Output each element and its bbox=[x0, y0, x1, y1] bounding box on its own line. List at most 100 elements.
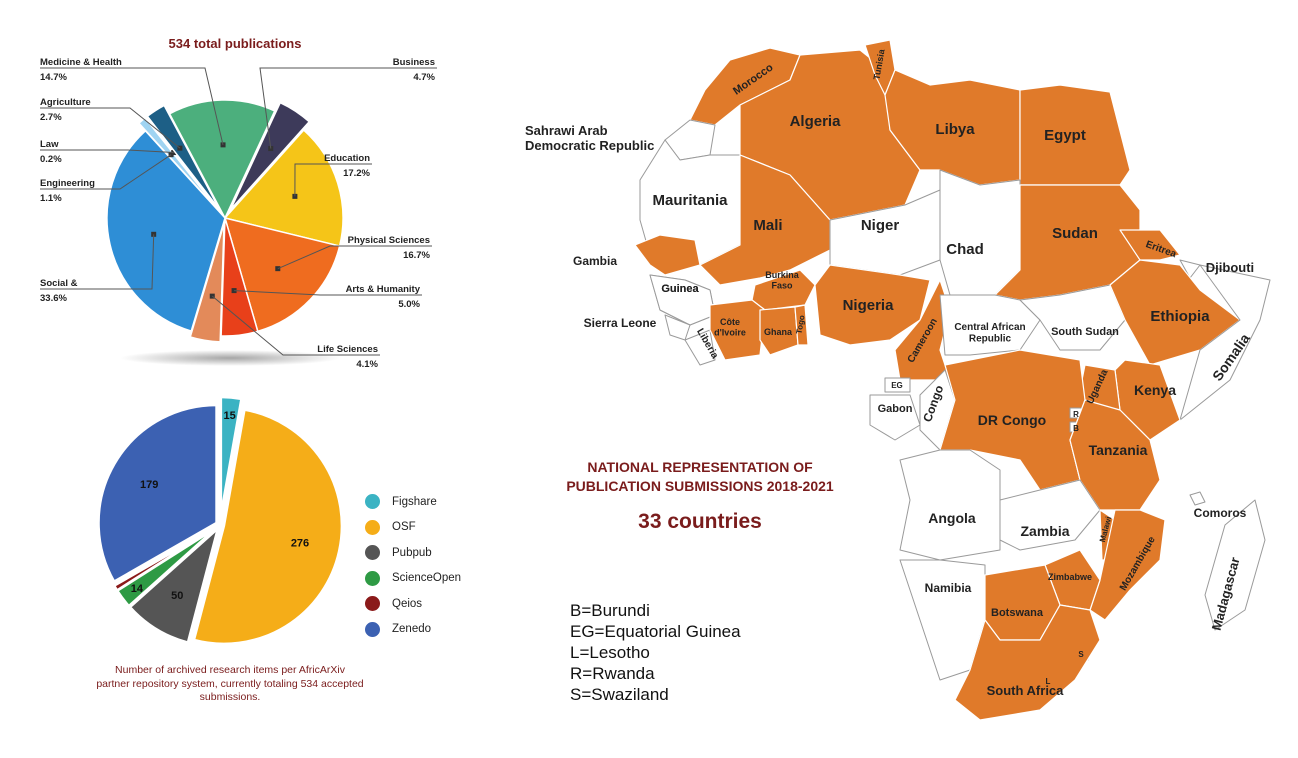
pie1-label-medicine-health: Medicine & Health bbox=[40, 57, 122, 68]
pie1-callout-dot bbox=[231, 288, 237, 294]
abbreviation-list: B=Burundi EG=Equatorial Guinea L=Lesotho R=… bbox=[570, 600, 741, 705]
country-label-south-africa-48: South Africa bbox=[987, 683, 1065, 698]
country-label-s-46: S bbox=[1078, 650, 1084, 659]
country-label-angola-37: Angola bbox=[928, 510, 976, 526]
country-angola-37 bbox=[899, 449, 1001, 561]
country-togo-21 bbox=[794, 304, 809, 346]
pie1-slice-law bbox=[144, 115, 220, 211]
pie1-value-medicine-health: 14.7% bbox=[40, 72, 67, 83]
country-label-l-47: L bbox=[1046, 677, 1051, 686]
country-gambia-13 bbox=[634, 234, 701, 276]
country-label-burkina-faso-18: Burkina Faso bbox=[765, 270, 800, 290]
country-label-kenya-28: Kenya bbox=[1134, 382, 1176, 398]
country-label-c-te-d-ivoire-19: Côte d'Ivoire bbox=[714, 317, 746, 337]
pie1-value-physical-sciences: 16.7% bbox=[403, 250, 430, 261]
legend-item-zenedo: Zenedo bbox=[365, 617, 461, 643]
legend-item-qeios: Qeios bbox=[365, 591, 461, 617]
abbreviation-item: B=Burundi bbox=[570, 601, 650, 620]
pie1-slice-physical-sciences bbox=[223, 216, 341, 333]
country-label-b-35: B bbox=[1073, 424, 1079, 433]
pie1-callout-line bbox=[277, 245, 432, 270]
country-label-nigeria-22: Nigeria bbox=[843, 297, 895, 314]
legend-label: Figshare bbox=[392, 495, 437, 508]
country-south-africa-48 bbox=[954, 604, 1101, 721]
pie1-callout-line bbox=[40, 149, 174, 153]
repository-legend: Figshare OSF Pubpub ScienceOpen Qeios Zenedo bbox=[365, 489, 461, 642]
pie2-slice-figshare bbox=[219, 395, 243, 516]
pie1-label-engineering: Engineering bbox=[40, 178, 95, 189]
pie1-label-education: Education bbox=[324, 153, 370, 164]
country-label-gabon-31: Gabon bbox=[878, 403, 913, 415]
country-chad-9 bbox=[939, 169, 1021, 296]
country-label-ghana-20: Ghana bbox=[764, 327, 793, 337]
legend-swatch bbox=[365, 519, 380, 535]
country-label-egypt-4: Egypt bbox=[1044, 127, 1086, 144]
pie2-value-osf: 276 bbox=[291, 538, 309, 550]
pie1-callout-line bbox=[211, 295, 380, 356]
legend-swatch bbox=[365, 494, 380, 510]
legend-item-osf: OSF bbox=[365, 515, 461, 541]
country-liberia-17 bbox=[684, 329, 716, 366]
country-label-zimbabwe-44: Zimbabwe bbox=[1048, 572, 1092, 582]
country-label-sierra-leone-16: Sierra Leone bbox=[584, 316, 657, 330]
pie1-slice-agriculture bbox=[146, 104, 221, 211]
pie1-value-agriculture: 2.7% bbox=[40, 112, 62, 123]
legend-swatch bbox=[365, 596, 380, 612]
legend-swatch bbox=[365, 545, 380, 561]
country-label-south-sudan-25: South Sudan bbox=[1051, 326, 1119, 338]
pie2-slice-osf bbox=[192, 408, 344, 646]
pie1-callout-line bbox=[40, 234, 155, 290]
country-label-ethiopia-26: Ethiopia bbox=[1150, 308, 1210, 325]
country-label-central-african-republic-24: Central African Republic bbox=[954, 322, 1025, 345]
country-label-tanzania-36: Tanzania bbox=[1089, 442, 1148, 458]
pie1-title: 534 total publications bbox=[168, 36, 302, 51]
pie1-label-physical-sciences: Physical Sciences bbox=[348, 235, 430, 246]
country-label-djibouti-12: Djibouti bbox=[1206, 260, 1254, 275]
country-label-guinea-15: Guinea bbox=[661, 283, 699, 295]
legend-label: ScienceOpen bbox=[392, 572, 462, 585]
country-mali-7 bbox=[699, 154, 831, 286]
country-label-r-34: R bbox=[1073, 410, 1079, 419]
legend-swatch bbox=[365, 621, 380, 637]
pie1-label-social: Social & bbox=[40, 278, 78, 289]
country-c-te-d-ivoire-19 bbox=[709, 299, 766, 361]
pie1-callout-dot bbox=[209, 293, 215, 299]
abbreviation-item: L=Lesotho bbox=[570, 643, 650, 662]
pie2-slice-pubpub bbox=[128, 524, 221, 645]
country-djibouti-12 bbox=[1179, 259, 1201, 279]
country-eg-30 bbox=[884, 377, 911, 393]
pie1-value-social: 33.6% bbox=[40, 293, 67, 304]
country-label-eg-30: EG bbox=[891, 381, 903, 390]
country-label-mauritania-6: Mauritania bbox=[652, 192, 728, 209]
repository-pie-chart: 15 276 50 14 179 bbox=[97, 395, 344, 646]
country-label-algeria-1: Algeria bbox=[790, 113, 842, 130]
legend-label: Pubpub bbox=[392, 546, 432, 559]
pie1-value-education: 17.2% bbox=[343, 168, 370, 179]
legend-label: OSF bbox=[392, 521, 416, 534]
pie1-label-life-sciences: Life Sciences bbox=[317, 344, 378, 355]
legend-label: Zenedo bbox=[392, 623, 432, 636]
pie1-value-business: 4.7% bbox=[413, 72, 435, 83]
legend-swatch bbox=[365, 570, 380, 586]
country-count: 33 countries bbox=[638, 510, 762, 533]
pie2-value-pubpub: 50 bbox=[171, 590, 183, 602]
legend-item-scienceopen: ScienceOpen bbox=[365, 566, 461, 592]
country-label-mali-7: Mali bbox=[753, 217, 782, 234]
legend-label: Qeios bbox=[392, 597, 423, 610]
pie1-callout-line bbox=[294, 163, 372, 197]
publications-pie-chart: Medicine & Health 14.7% Business 4.7% Educat… bbox=[40, 57, 437, 370]
country-somalia-27 bbox=[1179, 264, 1271, 421]
pie1-slice-social bbox=[106, 129, 226, 332]
pie1-callout-line bbox=[40, 107, 181, 149]
country-label-chad-9: Chad bbox=[946, 241, 984, 258]
pie2-value-scienceopen: 14 bbox=[131, 583, 144, 595]
country-label-comoros-41: Comoros bbox=[1194, 506, 1247, 520]
country-label-niger-8: Niger bbox=[861, 217, 900, 234]
country-gabon-31 bbox=[869, 394, 921, 441]
map-title: NATIONAL REPRESENTATION OF PUBLICATION S… bbox=[566, 459, 834, 494]
pie1-slice-life-sciences bbox=[189, 223, 225, 343]
abbreviation-item: EG=Equatorial Guinea bbox=[570, 622, 741, 641]
legend-item-pubpub: Pubpub bbox=[365, 540, 461, 566]
country-comoros-41 bbox=[1189, 491, 1206, 506]
